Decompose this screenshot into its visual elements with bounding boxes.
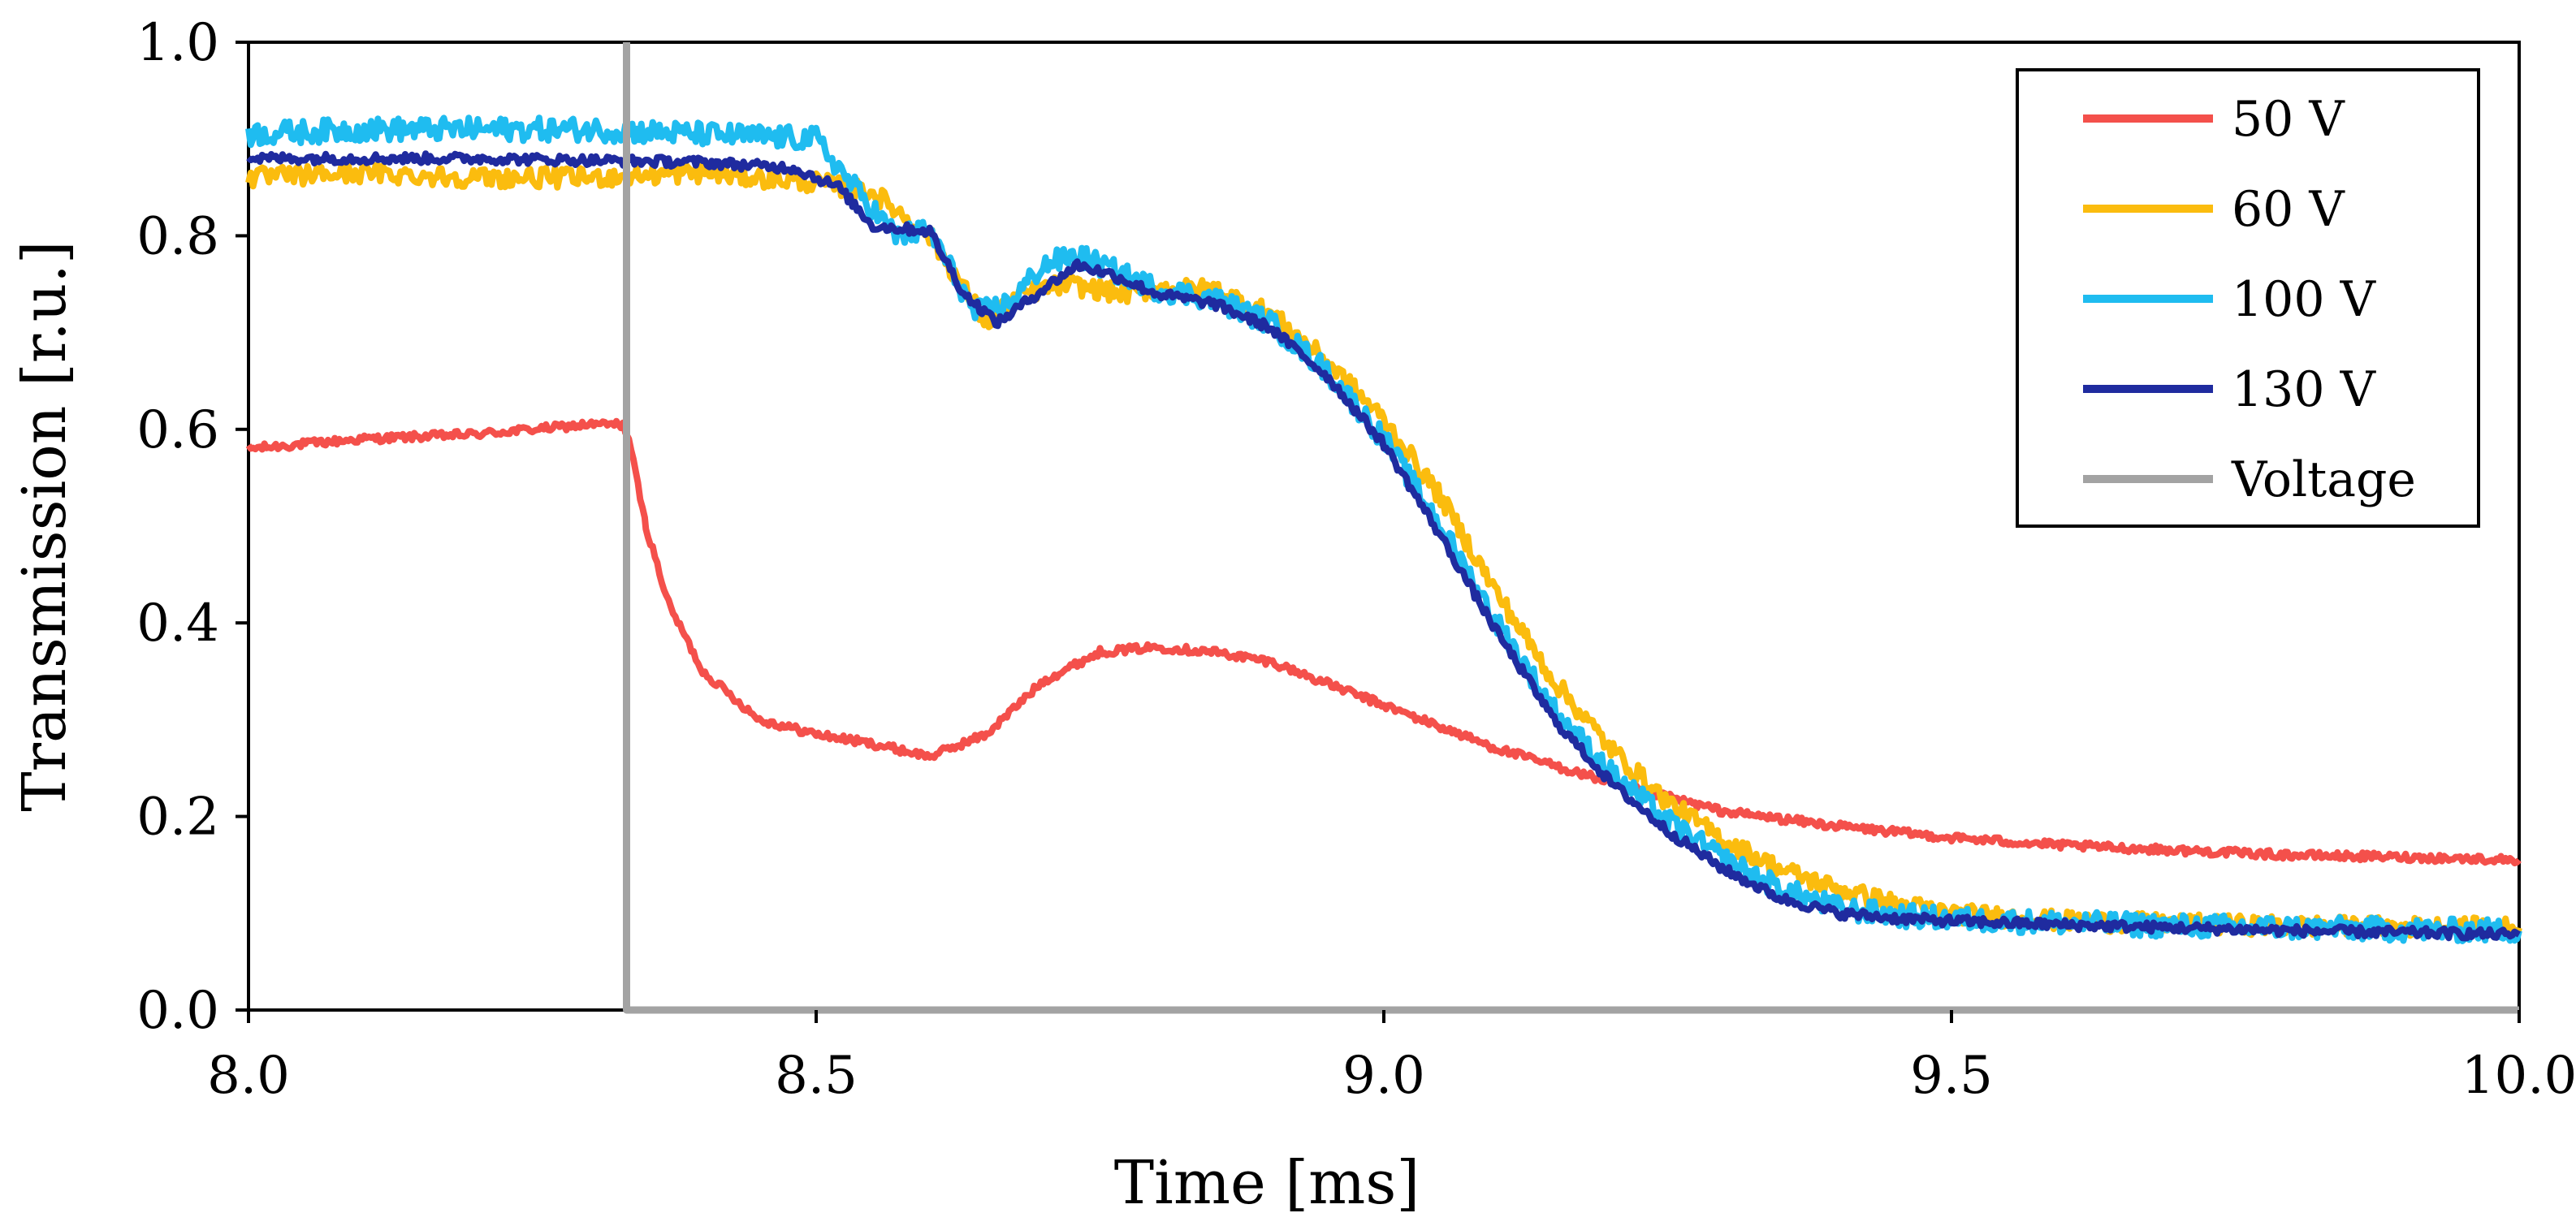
legend-label-130-v: 130 V — [2232, 361, 2377, 418]
y-axis-label: Transmission [r.u.] — [10, 240, 80, 811]
y-tick-label: 0.2 — [136, 788, 219, 848]
y-tick-label: 0.4 — [136, 594, 219, 654]
y-tick-label: 0.0 — [136, 981, 219, 1041]
legend-label-50-v: 50 V — [2232, 91, 2345, 148]
x-tick-label: 10.0 — [2461, 1046, 2576, 1106]
legend-label-100-v: 100 V — [2232, 271, 2377, 328]
x-tick-label: 9.0 — [1342, 1046, 1425, 1106]
x-axis-label: Time [ms] — [1114, 1148, 1420, 1218]
legend-label-voltage: Voltage — [2231, 451, 2416, 508]
x-tick-label: 8.0 — [207, 1046, 290, 1106]
x-tick-label: 9.5 — [1910, 1046, 1993, 1106]
legend: 50 V 60 V 100 V 130 V Voltage — [2016, 68, 2480, 528]
legend-items: 50 V 60 V 100 V 130 V Voltage — [2083, 91, 2416, 508]
series-line-voltage — [623, 42, 2519, 1014]
x-tick-label: 8.5 — [775, 1046, 858, 1106]
y-tick-label: 1.0 — [136, 13, 219, 73]
y-tick-label: 0.6 — [136, 400, 219, 460]
tick-layer: 8.0 8.5 9.0 9.5 10.0 0.0 0.2 0.4 0.6 0.8 1.0 — [136, 13, 2576, 1106]
legend-label-60-v: 60 V — [2232, 181, 2345, 238]
y-tick-label: 0.8 — [136, 206, 219, 266]
series-layer — [245, 42, 2522, 1014]
